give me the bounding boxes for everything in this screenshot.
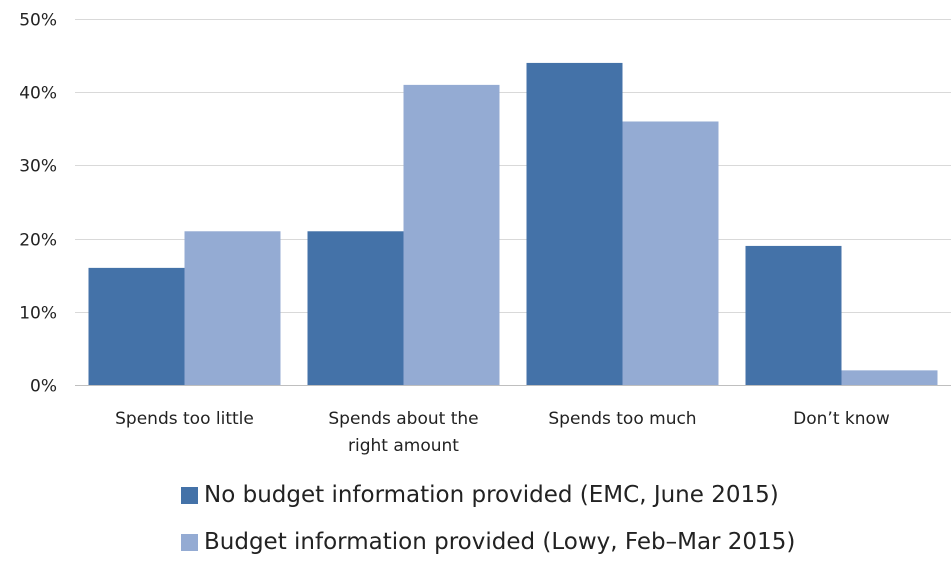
x-category-label-line: Spends too little <box>115 409 254 429</box>
y-axis-ticks: 0% 10% 20% 30% 40% 50% <box>19 11 57 397</box>
y-tick-label: 40% <box>19 84 57 104</box>
x-category-label-line: right amount <box>348 436 459 456</box>
bar-no-budget-info-1 <box>307 231 404 385</box>
bar-budget-info-2 <box>622 121 719 385</box>
x-category-label-line: Spends about the <box>328 409 478 429</box>
legend-label: Budget information provided (Lowy, Feb–M… <box>204 529 795 555</box>
y-tick-label: 50% <box>19 11 57 31</box>
legend-swatch <box>181 487 198 504</box>
x-category-label: Don’t know <box>793 409 890 429</box>
x-category-label: Spends too much <box>548 409 696 429</box>
bar-budget-info-1 <box>403 84 500 385</box>
bar-no-budget-info-2 <box>526 62 623 386</box>
y-tick-label: 10% <box>19 304 57 324</box>
x-category-label: Spends about the right amount <box>328 409 478 456</box>
y-tick-label: 0% <box>30 377 57 397</box>
legend: No budget information provided (EMC, Jun… <box>181 482 795 555</box>
y-tick-label: 20% <box>19 231 57 251</box>
bar-budget-info-3 <box>841 370 938 385</box>
legend-label: No budget information provided (EMC, Jun… <box>204 482 779 508</box>
x-category-label-line: Don’t know <box>793 409 890 429</box>
y-tick-label: 30% <box>19 157 57 177</box>
bar-no-budget-info-3 <box>745 245 842 385</box>
bar-no-budget-info-0 <box>88 267 185 385</box>
bar-budget-info-0 <box>184 231 281 385</box>
x-category-label: Spends too little <box>115 409 254 429</box>
x-axis-labels: Spends too little Spends about the right a… <box>115 409 890 456</box>
bars-layer <box>88 62 938 386</box>
legend-swatch <box>181 534 198 551</box>
x-category-label-line: Spends too much <box>548 409 696 429</box>
